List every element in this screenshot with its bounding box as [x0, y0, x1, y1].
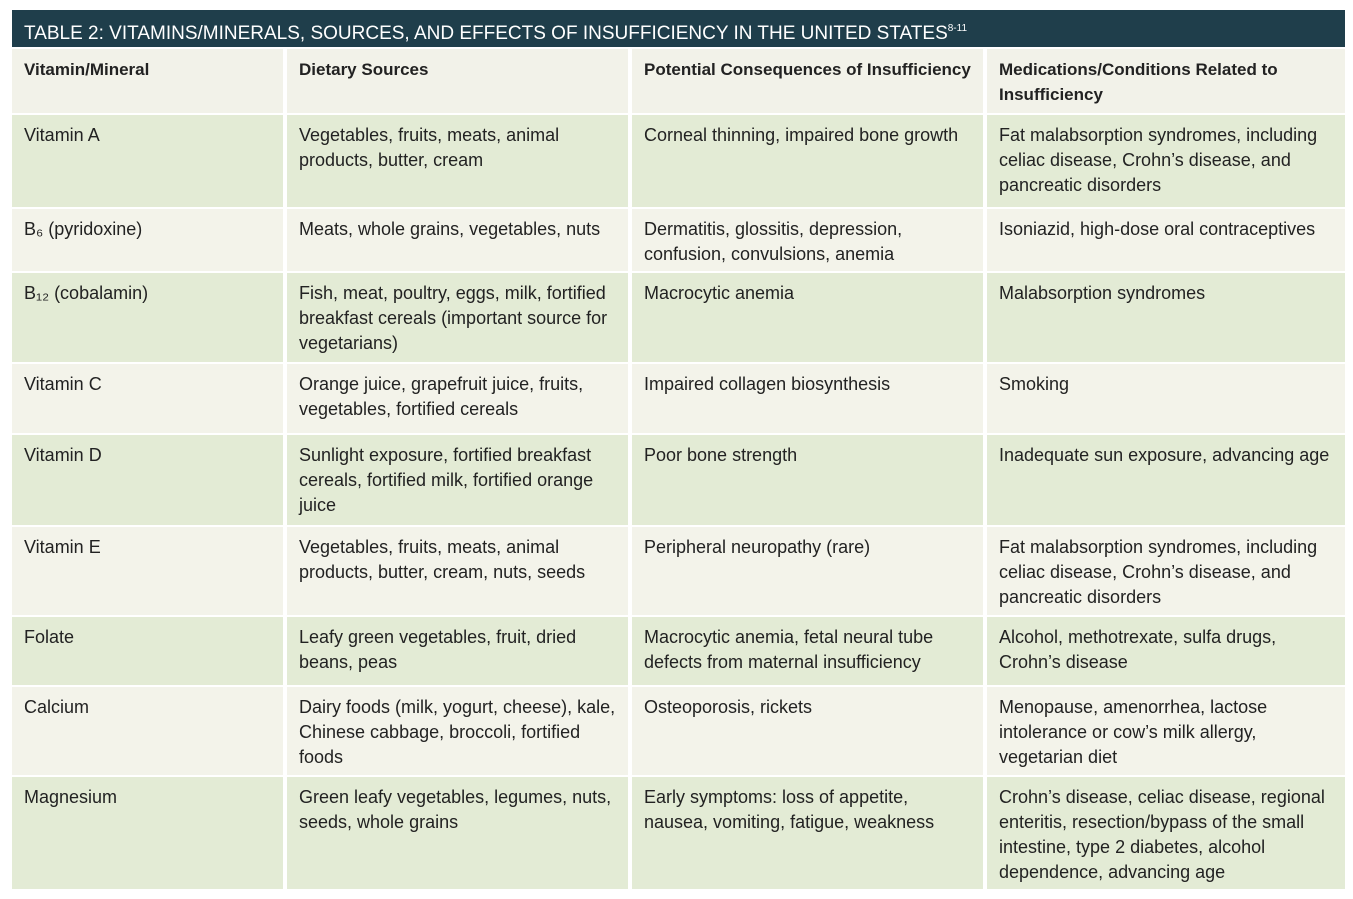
table-cell: Osteoporosis, rickets [628, 685, 985, 776]
table-cell: Macrocytic anemia [628, 271, 985, 363]
table-cell: Alcohol, methotrexate, sulfa drugs, Croh… [983, 615, 1345, 686]
table-row: B₁₂ (cobalamin) Fish, meat, poultry, eggs… [12, 271, 1345, 363]
table-cell: Peripheral neuropathy (rare) [628, 525, 985, 616]
table-cell: Impaired collagen biosynthesis [628, 362, 985, 434]
table-cell: Dermatitis, glossitis, depression, confu… [628, 207, 985, 272]
column-header: Medications/Conditions Related to Insuff… [983, 47, 1345, 114]
table-cell: Calcium [12, 685, 285, 776]
table-row: Vitamin D Sunlight exposure, fortified br… [12, 433, 1345, 526]
table-cell: Inadequate sun exposure, advancing age [983, 433, 1345, 526]
table-cell: Fat malabsorption syndromes, including c… [983, 113, 1345, 208]
table-row: B₆ (pyridoxine) Meats, whole grains, vege… [12, 207, 1345, 272]
column-header: Potential Consequences of Insufficiency [628, 47, 985, 114]
table-cell: Malabsorption syndromes [983, 271, 1345, 363]
title-reference: 8-11 [947, 23, 968, 34]
table-cell: Vitamin C [12, 362, 285, 434]
column-header: Dietary Sources [283, 47, 630, 114]
table-row: Vitamin E Vegetables, fruits, meats, anim… [12, 525, 1345, 616]
table-body: Vitamin/Mineral Dietary Sources Potential … [12, 47, 1345, 889]
table-figure: TABLE 2: VITAMINS/MINERALS, SOURCES, AND… [12, 10, 1345, 889]
table-cell: Vegetables, fruits, meats, animal produc… [283, 525, 630, 616]
table-row: Folate Leafy green vegetables, fruit, dri… [12, 615, 1345, 686]
table-row: Magnesium Green leafy vegetables, legumes… [12, 775, 1345, 889]
table-cell: Smoking [983, 362, 1345, 434]
table-title-bar: TABLE 2: VITAMINS/MINERALS, SOURCES, AND… [12, 10, 1345, 47]
table-cell: Orange juice, grapefruit juice, fruits, … [283, 362, 630, 434]
table: Vitamin/Mineral Dietary Sources Potential … [12, 47, 1345, 889]
table-cell: Vegetables, fruits, meats, animal produc… [283, 113, 630, 208]
header-row: Vitamin/Mineral Dietary Sources Potential … [12, 47, 1345, 114]
table-cell: Sunlight exposure, fortified breakfast c… [283, 433, 630, 526]
table-cell: B₆ (pyridoxine) [12, 207, 285, 272]
table-row: Vitamin A Vegetables, fruits, meats, anim… [12, 113, 1345, 208]
table-cell: Vitamin D [12, 433, 285, 526]
table-cell: Early symptoms: loss of appetite, nausea… [628, 775, 985, 889]
table-cell: Magnesium [12, 775, 285, 889]
table-cell: Menopause, amenorrhea, lactose intoleran… [983, 685, 1345, 776]
table-cell: B₁₂ (cobalamin) [12, 271, 285, 363]
table-cell: Fat malabsorption syndromes, including c… [983, 525, 1345, 616]
table-cell: Corneal thinning, impaired bone growth [628, 113, 985, 208]
table-cell: Vitamin A [12, 113, 285, 208]
table-cell: Meats, whole grains, vegetables, nuts [283, 207, 630, 272]
table-cell: Green leafy vegetables, legumes, nuts, s… [283, 775, 630, 889]
table-cell: Fish, meat, poultry, eggs, milk, fortifi… [283, 271, 630, 363]
table-cell: Leafy green vegetables, fruit, dried bea… [283, 615, 630, 686]
table-cell: Macrocytic anemia, fetal neural tube def… [628, 615, 985, 686]
table-title: TABLE 2: VITAMINS/MINERALS, SOURCES, AND… [24, 23, 948, 44]
table-row: Calcium Dairy foods (milk, yogurt, cheese… [12, 685, 1345, 776]
table-row: Vitamin C Orange juice, grapefruit juice,… [12, 362, 1345, 434]
table-cell: Folate [12, 615, 285, 686]
table-cell: Crohn’s disease, celiac disease, regiona… [983, 775, 1345, 889]
column-header: Vitamin/Mineral [12, 47, 285, 114]
table-cell: Vitamin E [12, 525, 285, 616]
table-cell: Dairy foods (milk, yogurt, cheese), kale… [283, 685, 630, 776]
table-cell: Poor bone strength [628, 433, 985, 526]
table-cell: Isoniazid, high-dose oral contraceptives [983, 207, 1345, 272]
